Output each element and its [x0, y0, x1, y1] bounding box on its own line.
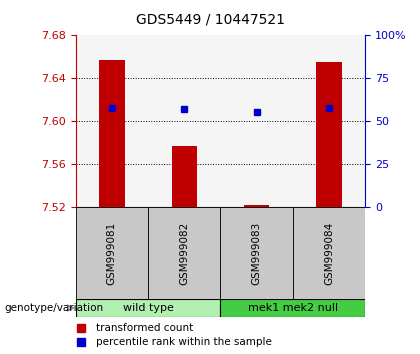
- Text: GSM999082: GSM999082: [179, 222, 189, 285]
- Bar: [317, 62, 342, 207]
- Text: wild type: wild type: [123, 303, 173, 313]
- Text: GDS5449 / 10447521: GDS5449 / 10447521: [136, 12, 284, 27]
- Bar: [293, 207, 365, 299]
- Text: GSM999084: GSM999084: [324, 222, 334, 285]
- Text: genotype/variation: genotype/variation: [4, 303, 103, 313]
- Bar: [76, 207, 148, 299]
- Bar: [148, 207, 221, 299]
- Text: transformed count: transformed count: [96, 322, 193, 332]
- Text: GSM999083: GSM999083: [252, 222, 262, 285]
- Bar: [220, 207, 293, 299]
- Bar: [76, 299, 220, 317]
- Bar: [99, 60, 124, 207]
- Text: percentile rank within the sample: percentile rank within the sample: [96, 337, 272, 348]
- Text: GSM999081: GSM999081: [107, 222, 117, 285]
- Bar: [220, 299, 365, 317]
- Bar: [172, 146, 197, 207]
- Text: mek1 mek2 null: mek1 mek2 null: [248, 303, 338, 313]
- Bar: [244, 205, 269, 207]
